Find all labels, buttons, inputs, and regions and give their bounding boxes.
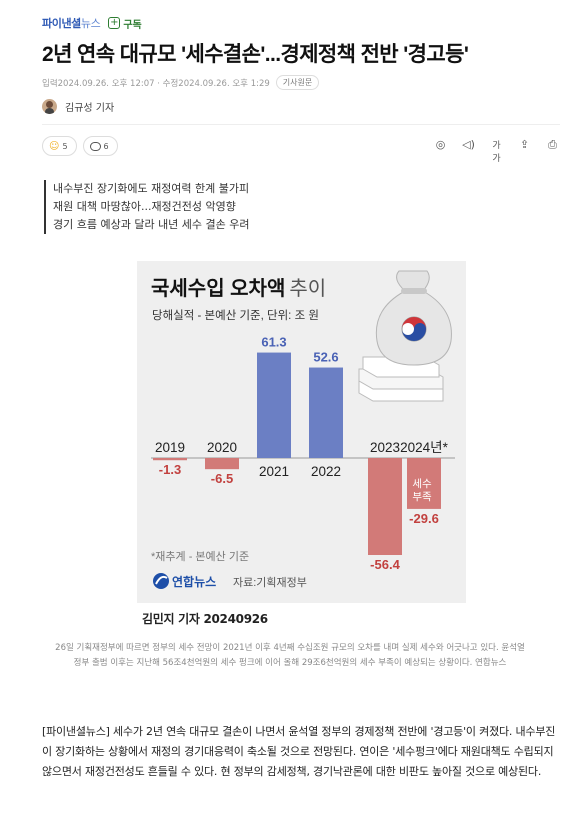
chart-footnote: *재추계 - 본예산 기준 xyxy=(151,550,249,563)
subscribe-button[interactable]: + 구독 xyxy=(108,16,142,31)
bar xyxy=(153,458,187,461)
author-line[interactable]: 김규성 기자 xyxy=(42,99,114,114)
article-dates: 입력2024.09.26. 오후 12:07 · 수정2024.09.26. 오… xyxy=(42,75,320,90)
divider xyxy=(42,124,560,125)
author-avatar xyxy=(42,99,57,114)
value-label: -6.5 xyxy=(211,471,233,486)
chart-image[interactable]: 국세수입 오차액 추이 당해실적 - 본예산 기준, 단위: 조 원 -1.3 20… xyxy=(137,261,466,603)
tts-icon[interactable]: ◁) xyxy=(462,138,475,151)
emoji-icon: ☺ xyxy=(49,140,60,152)
reaction-button[interactable]: ☺ 5 xyxy=(42,136,77,156)
chart-subtitle: 당해실적 - 본예산 기준, 단위: 조 원 xyxy=(152,308,319,322)
bars-group: -1.3 2019 -6.5 2020 61.3 2021 52.6 2022 -56.4 202… xyxy=(153,335,449,572)
annotation-label: 세수 부족 xyxy=(412,478,432,503)
article-body: [파이낸셜뉴스] 세수가 2년 연속 대규모 결손이 나면서 윤석열 정부의 경… xyxy=(42,725,556,778)
press-logo[interactable]: 파이낸셜뉴스 xyxy=(42,18,101,30)
source-logo-text: 연합뉴스 xyxy=(172,574,216,589)
share-icon[interactable]: ⇪ xyxy=(519,138,530,151)
value-label: -56.4 xyxy=(370,557,400,572)
summary-line: 내수부진 장기화에도 재정여력 한계 불가피 xyxy=(53,182,250,195)
reaction-count: 5 xyxy=(62,141,68,151)
summary-line: 경기 흐름 예상과 달라 내년 세수 결손 우려 xyxy=(53,218,250,231)
category-label: 2023 xyxy=(370,440,400,455)
image-caption: 26일 기획재정부에 따르면 정부의 세수 전망이 2021년 이후 4년째 수… xyxy=(55,643,525,668)
bar xyxy=(205,458,239,470)
category-label: 2024년* xyxy=(400,440,448,455)
annotation-line: 세수 xyxy=(412,478,432,490)
print-icon[interactable]: ⎙ xyxy=(548,138,557,151)
article-headline: 2년 연속 대규모 '세수결손'...경제정책 전반 '경고등' xyxy=(42,43,469,66)
chart-title-bold: 국세수입 오차액 xyxy=(151,277,285,300)
value-label: 61.3 xyxy=(261,335,286,350)
category-label: 2022 xyxy=(311,464,341,479)
audio-icon[interactable]: ◎ xyxy=(435,138,446,151)
chart-svg: 국세수입 오차액 추이 당해실적 - 본예산 기준, 단위: 조 원 -1.3 20… xyxy=(151,270,455,589)
value-label: -29.6 xyxy=(409,511,439,526)
article-summary: 내수부진 장기화에도 재정여력 한계 불가피 재원 대책 마땅찮아...재정건전… xyxy=(44,180,250,234)
reaction-row: ☺ 5 6 xyxy=(42,136,118,156)
bar xyxy=(407,458,441,509)
date-text: 입력2024.09.26. 오후 12:07 · 수정2024.09.26. 오… xyxy=(42,78,270,89)
yonhap-logo xyxy=(153,573,169,589)
comment-button[interactable]: 6 xyxy=(82,136,118,156)
comment-count: 6 xyxy=(103,141,109,151)
plus-icon: + xyxy=(108,17,121,29)
image-credit: 김민지 기자 20240926 xyxy=(142,612,268,626)
annotation-line: 부족 xyxy=(412,491,432,503)
comment-icon xyxy=(89,141,101,151)
author-name: 김규성 기자 xyxy=(65,103,115,114)
subscribe-label: 구독 xyxy=(123,19,142,31)
chart-source: 자료:기획재정부 xyxy=(233,576,307,589)
article-toolbar: ◎ ◁) 가가 ⇪ ⎙ xyxy=(433,138,560,164)
top-bar: 파이낸셜뉴스 + 구독 xyxy=(42,14,142,32)
original-article-button[interactable]: 기사원문 xyxy=(275,75,320,90)
bar xyxy=(368,458,402,556)
chart-title-light: 추이 xyxy=(289,277,326,300)
category-label: 2019 xyxy=(155,440,185,455)
font-size-icon[interactable]: 가가 xyxy=(492,141,501,164)
chart-title: 국세수입 오차액 추이 xyxy=(151,277,326,300)
money-bag-illustration xyxy=(358,270,452,402)
value-label: -1.3 xyxy=(159,462,181,477)
value-label: 52.6 xyxy=(313,350,338,365)
summary-line: 재원 대책 마땅찮아...재정건전성 악영향 xyxy=(53,200,236,213)
category-label: 2020 xyxy=(207,440,237,455)
bar xyxy=(309,367,343,458)
bar xyxy=(257,352,291,458)
category-label: 2021 xyxy=(259,464,289,479)
